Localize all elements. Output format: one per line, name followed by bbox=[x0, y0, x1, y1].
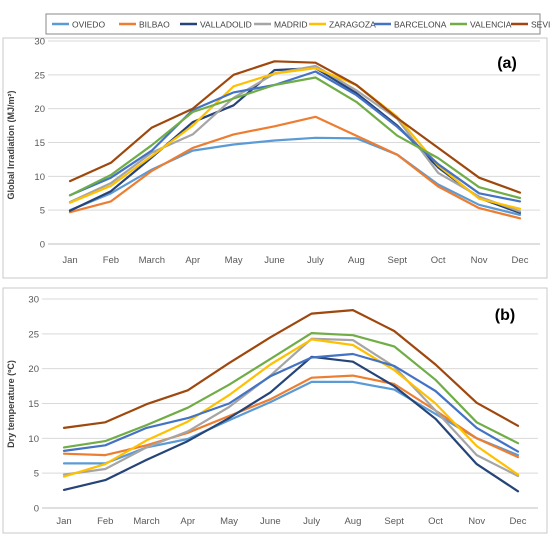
legend-entry-valladolid: VALLADOLID bbox=[180, 20, 252, 30]
series-line-valencia bbox=[68, 76, 522, 200]
panel-label-a: (a) bbox=[497, 55, 517, 72]
y-tick-label: 10 bbox=[34, 172, 45, 183]
series-line-oviedo bbox=[68, 136, 522, 216]
x-tick-label: July bbox=[307, 255, 324, 266]
x-tick-label: Jan bbox=[62, 255, 77, 266]
y-axis-label-a: Global Irradiation (MJ/m²) bbox=[6, 90, 16, 199]
y-tick-label: 25 bbox=[34, 70, 45, 81]
legend-label: VALLADOLID bbox=[200, 20, 252, 30]
legend-entry-valencia: VALENCIA bbox=[450, 20, 512, 30]
series-line-seville bbox=[62, 309, 520, 429]
x-tick-label: Apr bbox=[180, 516, 195, 527]
x-tick-label: Jan bbox=[56, 516, 71, 527]
x-tick-label: Dec bbox=[510, 516, 527, 527]
series-line-valladolid bbox=[62, 355, 520, 493]
x-tick-label: Dec bbox=[512, 255, 529, 266]
x-tick-label: May bbox=[220, 516, 238, 527]
x-tick-label: May bbox=[225, 255, 243, 266]
y-tick-label: 30 bbox=[34, 37, 45, 48]
legend-entry-barcelona: BARCELONA bbox=[374, 20, 447, 30]
y-tick-label: 20 bbox=[34, 104, 45, 115]
series-line-madrid bbox=[62, 337, 520, 478]
y-tick-label: 0 bbox=[40, 240, 45, 251]
series-line-zaragoza bbox=[68, 66, 522, 210]
legend-label: VALENCIA bbox=[470, 20, 512, 30]
x-tick-label: Feb bbox=[103, 255, 119, 266]
y-tick-label: 20 bbox=[28, 364, 39, 375]
chart-panel-a: 0 5 10 15 20 25 30 Jan Feb March Apr May June July Au… bbox=[2, 37, 548, 279]
legend-label: MADRID bbox=[274, 20, 308, 30]
x-tick-label: Oct bbox=[428, 516, 443, 527]
series-line-barcelona bbox=[68, 70, 522, 203]
x-tick-label: Apr bbox=[185, 255, 200, 266]
legend: OVIEDO BILBAO VALLADOLID MADRID ZARAGOZA BARC… bbox=[45, 13, 550, 35]
x-tick-label: Sept bbox=[387, 255, 407, 266]
chart-panel-b: 0 5 10 15 20 25 30 Jan Feb March Apr May June July Au… bbox=[2, 287, 548, 534]
legend-label: SEVILLE bbox=[531, 20, 550, 30]
y-tick-label: 30 bbox=[28, 295, 39, 306]
panel-label-b: (b) bbox=[495, 307, 515, 324]
y-tick-label: 5 bbox=[40, 206, 45, 217]
panel-b-frame bbox=[2, 287, 548, 534]
x-tick-label: June bbox=[260, 516, 281, 527]
series-line-barcelona bbox=[62, 352, 520, 453]
series-line-seville bbox=[68, 60, 522, 194]
series-line-valencia bbox=[62, 332, 520, 449]
series-line-bilbao bbox=[68, 115, 522, 220]
y-tick-label: 15 bbox=[34, 138, 45, 149]
y-tick-label: 5 bbox=[34, 469, 39, 480]
legend-entry-oviedo: OVIEDO bbox=[52, 20, 105, 30]
legend-label: BILBAO bbox=[139, 20, 170, 30]
x-tick-label: Nov bbox=[468, 516, 485, 527]
x-tick-label: Sept bbox=[384, 516, 404, 527]
x-tick-label: Feb bbox=[97, 516, 113, 527]
y-tick-label: 25 bbox=[28, 329, 39, 340]
x-tick-label: Aug bbox=[348, 255, 365, 266]
series-line-zaragoza bbox=[62, 338, 520, 478]
legend-entry-zaragoza: ZARAGOZA bbox=[309, 20, 376, 30]
legend-entry-seville: SEVILLE bbox=[511, 20, 550, 30]
x-tick-label: Nov bbox=[471, 255, 488, 266]
legend-frame bbox=[45, 13, 541, 35]
x-tick-label: Aug bbox=[344, 516, 361, 527]
x-tick-label: March bbox=[139, 255, 165, 266]
legend-label: BARCELONA bbox=[394, 20, 447, 30]
legend-entry-madrid: MADRID bbox=[254, 20, 308, 30]
legend-label: ZARAGOZA bbox=[329, 20, 376, 30]
series-line-bilbao bbox=[62, 374, 520, 459]
x-tick-label: June bbox=[264, 255, 285, 266]
legend-label: OVIEDO bbox=[72, 20, 105, 30]
x-tick-label: Oct bbox=[431, 255, 446, 266]
panel-a-frame bbox=[2, 37, 548, 279]
x-tick-label: July bbox=[303, 516, 320, 527]
y-tick-label: 0 bbox=[34, 504, 39, 515]
y-tick-label: 15 bbox=[28, 399, 39, 410]
y-tick-label: 10 bbox=[28, 434, 39, 445]
legend-entry-bilbao: BILBAO bbox=[119, 20, 170, 30]
x-tick-label: March bbox=[133, 516, 159, 527]
y-axis-label-b: Dry temperature (ºC) bbox=[6, 360, 16, 448]
